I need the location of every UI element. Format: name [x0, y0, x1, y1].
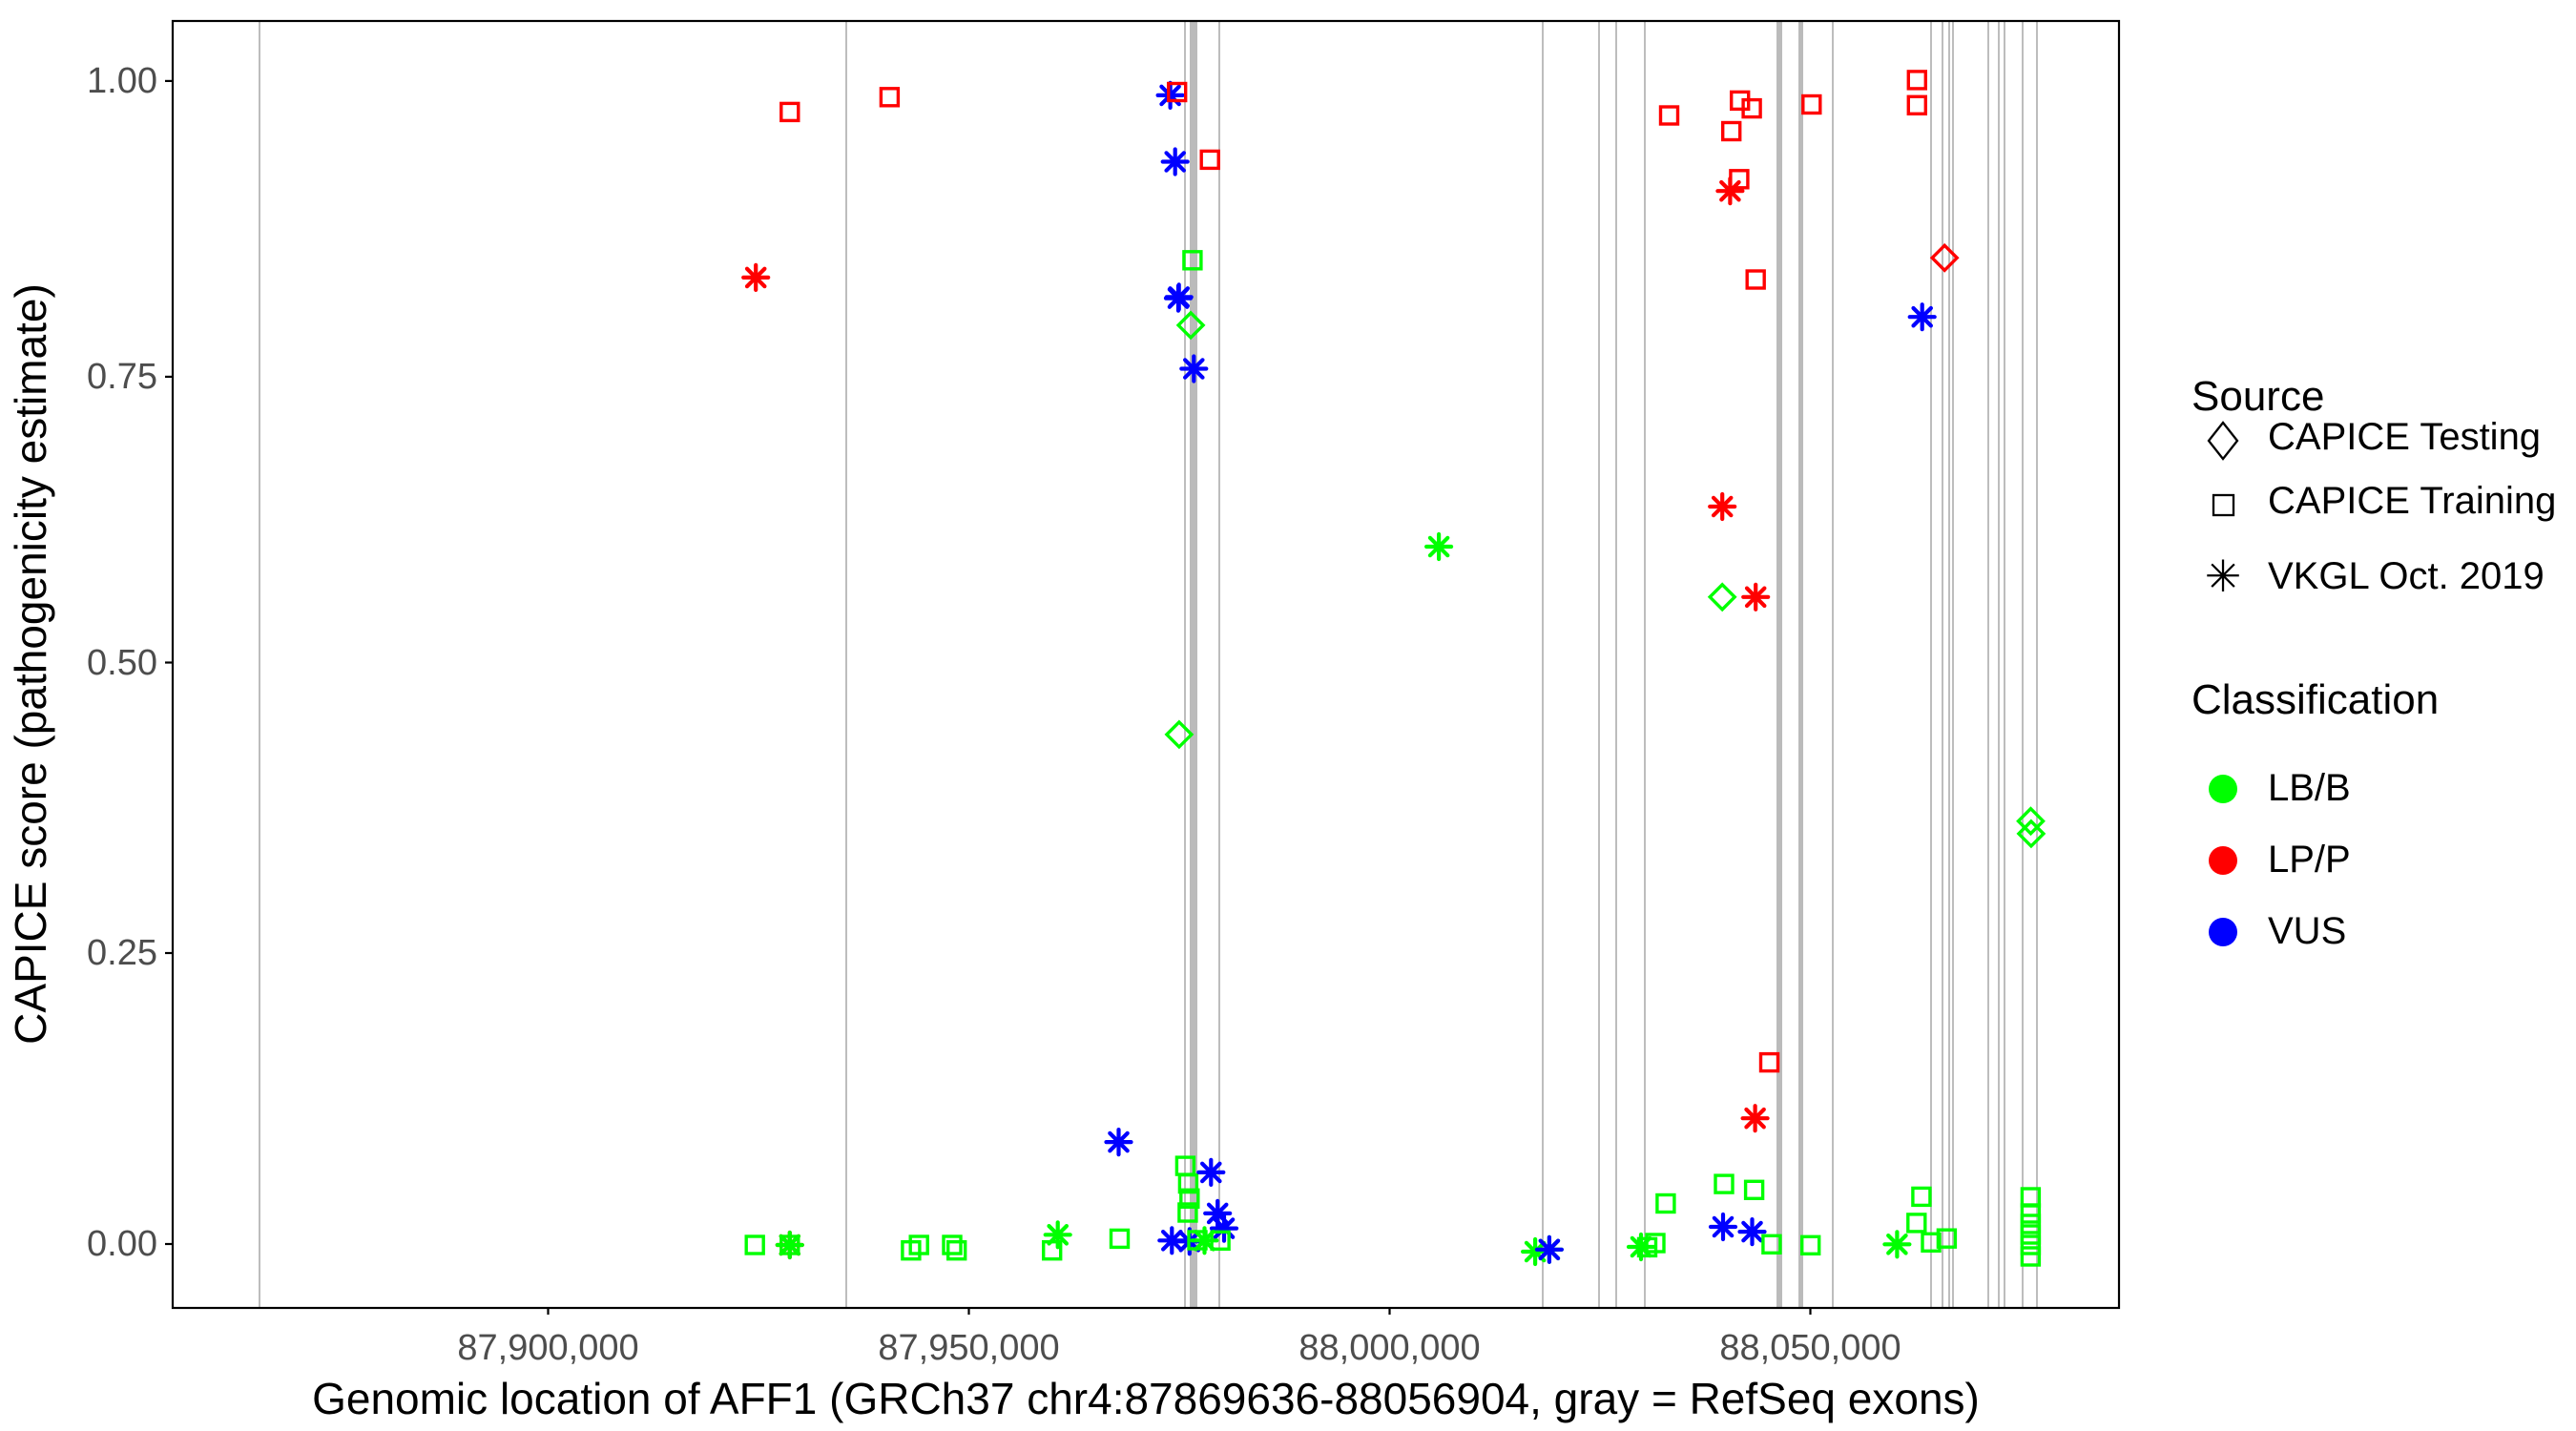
- svg-text:1.00: 1.00: [87, 61, 157, 101]
- svg-text:0.00: 0.00: [87, 1224, 157, 1264]
- svg-text:VKGL Oct. 2019: VKGL Oct. 2019: [2268, 555, 2545, 597]
- svg-text:VUS: VUS: [2268, 910, 2346, 952]
- svg-text:CAPICE score (pathogenicity es: CAPICE score (pathogenicity estimate): [6, 283, 55, 1045]
- svg-text:88,050,000: 88,050,000: [1719, 1328, 1901, 1368]
- svg-text:Source: Source: [2192, 373, 2324, 420]
- svg-text:87,950,000: 87,950,000: [878, 1328, 1059, 1368]
- svg-text:Genomic location of AFF1 (GRCh: Genomic location of AFF1 (GRCh37 chr4:87…: [312, 1374, 1980, 1423]
- svg-text:CAPICE Testing: CAPICE Testing: [2268, 416, 2541, 458]
- svg-text:Classification: Classification: [2192, 676, 2439, 723]
- svg-text:✳: ✳: [2205, 551, 2242, 601]
- svg-text:88,000,000: 88,000,000: [1298, 1328, 1480, 1368]
- svg-text:0.50: 0.50: [87, 643, 157, 683]
- svg-text:LP/P: LP/P: [2268, 839, 2351, 881]
- svg-text:CAPICE Training: CAPICE Training: [2268, 480, 2556, 522]
- svg-text:0.25: 0.25: [87, 933, 157, 973]
- svg-text:LB/B: LB/B: [2268, 767, 2351, 809]
- svg-text:0.75: 0.75: [87, 357, 157, 397]
- svg-text:87,900,000: 87,900,000: [457, 1328, 638, 1368]
